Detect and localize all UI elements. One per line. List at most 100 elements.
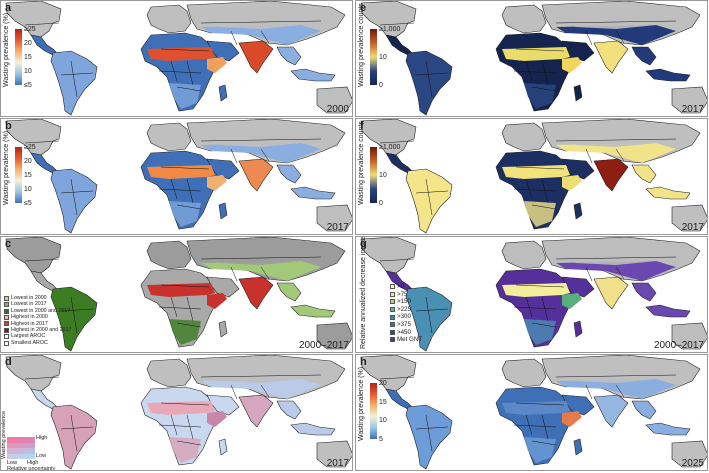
legend-item: Highest in 2000 and 2017	[4, 327, 71, 333]
axis-x-high: High	[27, 460, 39, 466]
panel-year: 2017	[681, 222, 704, 233]
region-asia-data	[201, 379, 321, 399]
bivariate-cell	[14, 442, 21, 448]
panel-label: d	[5, 356, 12, 368]
panel-year: 2025	[681, 458, 704, 469]
map-c	[1, 237, 352, 352]
region-asia-data	[201, 143, 321, 163]
bivariate-cell	[21, 453, 28, 459]
region-indonesia	[645, 186, 691, 200]
region-india	[593, 158, 629, 192]
legend-label: >375	[397, 320, 411, 328]
region-australia	[671, 204, 707, 232]
colorbar-tick: ≤5	[24, 200, 32, 207]
borders	[24, 20, 322, 98]
panel-year: 2000	[326, 104, 349, 115]
panel-year: 2017	[681, 104, 704, 115]
borders	[24, 374, 322, 452]
region-indonesia	[290, 422, 336, 436]
region-madag	[573, 84, 583, 102]
region-horn	[207, 411, 227, 427]
legend-item: Highest in 2017	[4, 321, 71, 327]
bivariate-cell	[14, 448, 21, 454]
legend-item: >300	[390, 313, 422, 321]
colorbar-title: Wasting prevalence (%)	[358, 366, 365, 441]
region-horn	[562, 293, 582, 309]
bivariate-cell	[14, 453, 21, 459]
region-india	[593, 394, 629, 428]
region-seasia	[276, 282, 302, 302]
region-samerica	[405, 50, 453, 116]
map-f	[356, 119, 707, 234]
panel-label: e	[360, 2, 367, 14]
map-panel-d: d 2017 Wasting prevalence High Low Low High Rel…	[0, 354, 353, 471]
region-australia	[316, 322, 352, 350]
legend-label: Highest in 2000	[11, 314, 48, 321]
legend-item: >0	[390, 283, 422, 291]
colorbar-title: Wasting prevalence (%)	[3, 130, 10, 205]
region-no-data	[201, 7, 321, 29]
map-panel-c: c 2000–2017 Lowest in 2000 Lowest in 2017 Lo…	[0, 236, 353, 353]
map-g	[356, 237, 707, 352]
region-asia-data	[556, 261, 676, 281]
legend-item: Lowest in 2000 and 2017	[4, 308, 71, 314]
legend-swatch	[390, 284, 395, 290]
legend-label: Smallest AROC	[11, 339, 48, 346]
region-horn	[207, 57, 227, 73]
legend-swatch	[390, 291, 395, 297]
map-panel-g: g 2000–2017 >0 >75 >150 >225 >300 >375 >450 Met G…	[355, 236, 708, 353]
bivariate-cell	[28, 453, 35, 459]
map-panel-a: a 2000 Wasting prevalence (%) ≥25 20 15 10 ≤5	[0, 0, 353, 117]
category-legend: Lowest in 2000 Lowest in 2017 Lowest in 20…	[4, 295, 71, 346]
legend-swatch	[4, 295, 9, 301]
colorbar-tick: 20	[379, 380, 387, 387]
borders	[379, 256, 677, 334]
region-india	[238, 40, 274, 74]
borders	[379, 374, 677, 452]
bivariate-cell	[21, 448, 28, 454]
region-namerica	[360, 355, 417, 392]
region-asia-data	[556, 25, 676, 45]
region-australia	[316, 440, 352, 468]
region-seasia	[276, 400, 302, 420]
region-no-data	[201, 243, 321, 265]
legend-swatch	[4, 314, 9, 320]
colorbar-tick: 10	[24, 68, 32, 75]
legend-swatch	[390, 329, 395, 335]
region-australia	[316, 204, 352, 232]
region-madag	[218, 320, 228, 338]
bivariate-cell	[28, 437, 35, 443]
region-no-data	[201, 125, 321, 147]
colorbar-tick: ≥1,000	[379, 26, 401, 33]
legend-swatch	[390, 307, 395, 313]
region-europe	[146, 4, 192, 34]
region-europe	[146, 122, 192, 152]
legend-swatch	[390, 337, 395, 343]
legend-swatch	[4, 308, 9, 314]
region-indonesia	[290, 304, 336, 318]
region-namerica	[5, 1, 62, 38]
region-no-data	[556, 7, 676, 29]
region-australia	[671, 322, 707, 350]
map-b	[1, 119, 352, 234]
region-europe	[501, 4, 547, 34]
region-europe	[146, 240, 192, 270]
region-sahel	[502, 401, 570, 415]
region-seasia	[631, 46, 657, 66]
colorbar	[370, 29, 377, 85]
legend-item: Lowest in 2000	[4, 295, 71, 301]
legend-item: Met GNT	[390, 336, 422, 344]
region-horn	[562, 57, 582, 73]
map-panel-b: b 2017 Wasting prevalence (%) ≥25 20 15 10 ≤5	[0, 118, 353, 235]
axis-y-high: High	[36, 435, 48, 441]
region-asia-data	[201, 25, 321, 45]
region-namerica	[360, 1, 417, 38]
region-europe	[501, 358, 547, 388]
map-panel-h: h 2025 Wasting prevalence (%) 20 15 10 5	[355, 354, 708, 471]
panel-label: h	[360, 356, 367, 368]
region-europe	[146, 358, 192, 388]
legend-label: Lowest in 2000 and 2017	[11, 307, 71, 314]
axis-x-label: Relative uncertainty	[7, 466, 56, 471]
region-samerica	[405, 168, 453, 234]
region-sahel	[502, 165, 570, 179]
